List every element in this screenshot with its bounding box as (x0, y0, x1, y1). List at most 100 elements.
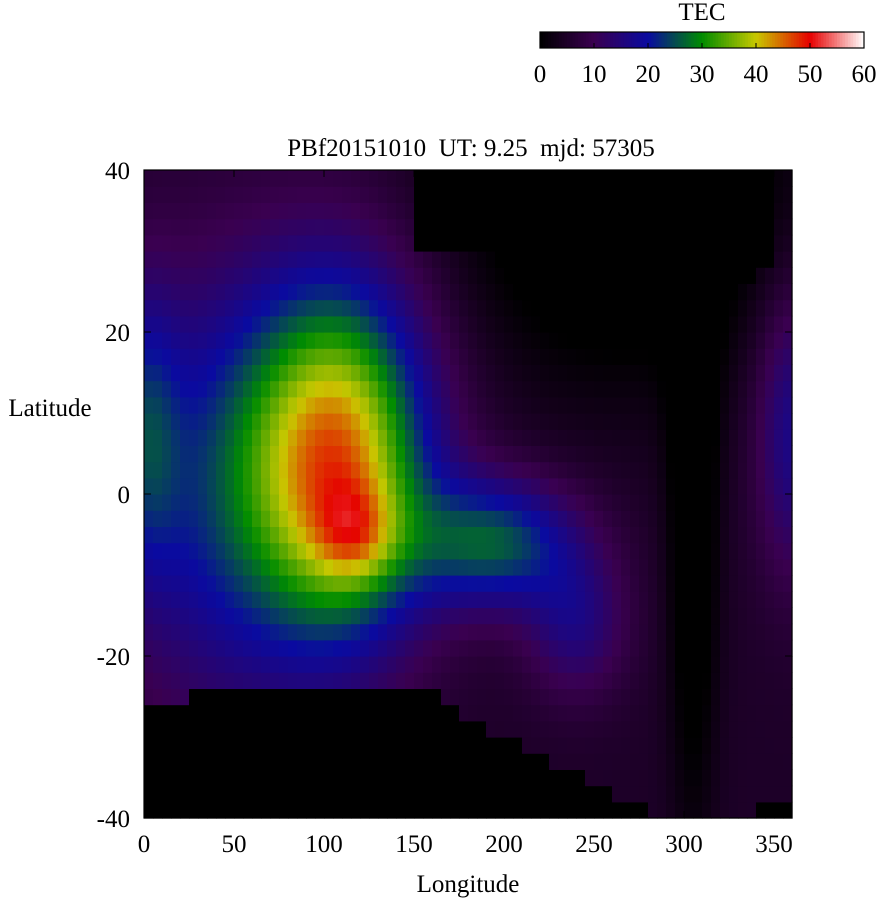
heatmap-cell (666, 348, 676, 365)
heatmap-cell (504, 429, 514, 446)
heatmap-cell (558, 801, 568, 819)
heatmap-cell (297, 558, 307, 576)
heatmap-cell (657, 234, 667, 252)
colorbar-segment (675, 32, 679, 48)
heatmap-cell (702, 477, 712, 495)
heatmap-cell (297, 704, 307, 722)
heatmap-cell (540, 591, 550, 608)
heatmap-cell (297, 186, 307, 203)
heatmap-cell (477, 251, 487, 268)
heatmap-cell (414, 769, 424, 787)
heatmap-cell (225, 542, 235, 560)
heatmap-cell (216, 267, 226, 284)
heatmap-cell (729, 202, 739, 220)
heatmap-cell (315, 348, 325, 365)
heatmap-cell (342, 477, 352, 495)
heatmap-cell (531, 364, 541, 382)
heatmap-cell (558, 413, 568, 430)
heatmap-cell (270, 251, 280, 268)
heatmap-cell (225, 445, 235, 463)
heatmap-cell (513, 526, 523, 544)
heatmap-cell (657, 461, 667, 479)
heatmap-cell (225, 753, 235, 770)
heatmap-cell (423, 364, 433, 382)
heatmap-cell (468, 639, 478, 657)
heatmap-cell (549, 591, 559, 608)
heatmap-cell (351, 801, 361, 819)
heatmap-cell (180, 234, 190, 252)
heatmap-cell (180, 348, 190, 365)
heatmap-cell (522, 785, 532, 803)
heatmap-cell (621, 251, 631, 268)
colorbar-segment (621, 32, 625, 48)
heatmap-cell (225, 413, 235, 430)
heatmap-cell (180, 688, 190, 706)
heatmap-cell (189, 380, 199, 398)
heatmap-cell (216, 510, 226, 527)
heatmap-cell (648, 526, 658, 544)
colorbar-tick-label: 0 (534, 61, 547, 88)
heatmap-cell (774, 591, 784, 608)
heatmap-cell (495, 364, 505, 382)
heatmap-cell (450, 591, 460, 608)
heatmap-cell (144, 526, 154, 544)
heatmap-cell (612, 429, 622, 446)
heatmap-cell (684, 575, 694, 592)
heatmap-cell (270, 769, 280, 787)
heatmap-cell (648, 429, 658, 446)
heatmap-cell (594, 413, 604, 430)
colorbar-segment (729, 32, 733, 48)
heatmap-cell (666, 267, 676, 284)
heatmap-cell (495, 348, 505, 365)
heatmap-cell (162, 591, 172, 608)
heatmap-cell (414, 283, 424, 301)
heatmap-cell (432, 656, 442, 673)
heatmap-cell (639, 348, 649, 365)
heatmap-cell (207, 801, 217, 819)
heatmap-cell (666, 251, 676, 268)
heatmap-cell (630, 801, 640, 819)
heatmap-cell (612, 801, 622, 819)
heatmap-cell (270, 283, 280, 301)
heatmap-cell (540, 542, 550, 560)
heatmap-cell (441, 672, 451, 689)
heatmap-cell (387, 639, 397, 657)
heatmap-cell (504, 672, 514, 689)
heatmap-cell (531, 267, 541, 284)
heatmap-cell (360, 656, 370, 673)
heatmap-cell (657, 364, 667, 382)
heatmap-cell (666, 639, 676, 657)
heatmap-cell (189, 348, 199, 365)
heatmap-cell (774, 186, 784, 203)
heatmap-cell (243, 494, 253, 511)
heatmap-cell (585, 170, 595, 187)
heatmap-cell (288, 477, 298, 495)
heatmap-cell (774, 348, 784, 365)
heatmap-cell (594, 607, 604, 625)
heatmap-cell (333, 769, 343, 787)
heatmap-cell (378, 558, 388, 576)
heatmap-cell (243, 186, 253, 203)
heatmap-cell (702, 396, 712, 414)
heatmap-cell (279, 461, 289, 479)
heatmap-cell (594, 542, 604, 560)
heatmap-cell (414, 753, 424, 770)
heatmap-cell (279, 542, 289, 560)
heatmap-cell (441, 332, 451, 349)
heatmap-cell (342, 267, 352, 284)
heatmap-cell (297, 234, 307, 252)
heatmap-cell (639, 364, 649, 382)
heatmap-cell (567, 218, 577, 236)
heatmap-cell (324, 801, 334, 819)
heatmap-cell (261, 251, 271, 268)
heatmap-cell (297, 494, 307, 511)
heatmap-cell (342, 445, 352, 463)
heatmap-cell (315, 283, 325, 301)
heatmap-cell (468, 607, 478, 625)
heatmap-cell (252, 737, 262, 754)
heatmap-cell (450, 332, 460, 349)
heatmap-cell (486, 251, 496, 268)
heatmap-cell (297, 299, 307, 317)
heatmap-cell (423, 737, 433, 754)
heatmap-cell (747, 769, 757, 787)
